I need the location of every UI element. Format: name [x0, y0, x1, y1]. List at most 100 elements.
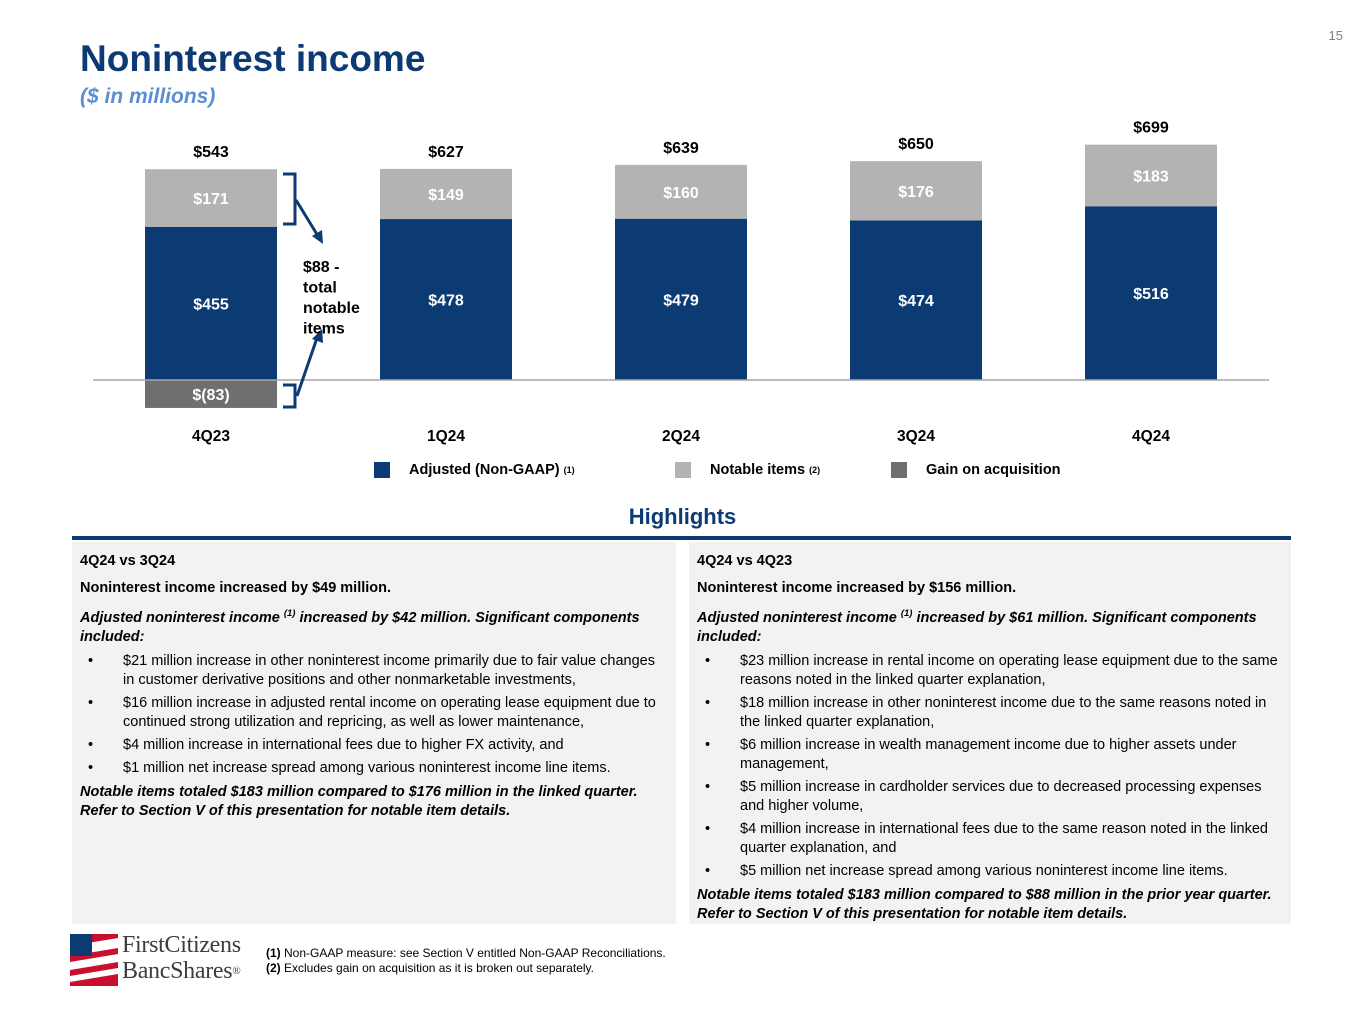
annotation-arrow-up-line — [294, 199, 320, 237]
panel-lead: Noninterest income increased by $49 mill… — [80, 580, 392, 596]
label-total-4Q23: $543 — [193, 144, 229, 161]
highlights-divider — [72, 536, 1291, 540]
label-notable-3Q24: $176 — [898, 184, 934, 201]
bar-notable-3Q24 — [850, 161, 982, 221]
label-total-4Q24: $699 — [1133, 120, 1169, 137]
footnotes: (1) Non-GAAP measure: see Section V enti… — [266, 946, 666, 976]
logo-line-2: BancShares® — [122, 958, 241, 984]
panel-bullet-list: • $23 million increase in rental income o… — [697, 652, 1281, 881]
annotation-line: items — [303, 321, 345, 338]
bullet-icon: • — [88, 759, 94, 776]
panel-adjusted-summary: Adjusted noninterest income (1) increase… — [697, 604, 1281, 647]
list-item-text: $18 million increase in other noninteres… — [740, 694, 1267, 730]
highlights-panel-yoy: 4Q24 vs 4Q23 Noninterest income increase… — [689, 542, 1291, 924]
logo-wordmark: FirstCitizens BancShares® — [122, 932, 241, 984]
adjusted-text-end: increased by $61 million. Significant co… — [697, 609, 1257, 645]
annotation-arrow-down-line — [295, 337, 319, 397]
bullet-icon: • — [705, 736, 711, 753]
bar-adjusted-4Q24 — [1085, 206, 1217, 380]
legend-sup-adjusted: (1) — [563, 465, 575, 475]
list-item-text: $23 million increase in rental income on… — [740, 652, 1278, 688]
adjusted-footnote-ref: (1) — [283, 608, 296, 619]
list-item: • $1 million net increase spread among va… — [80, 759, 666, 778]
panel-notable-summary: Notable items totaled $183 million compa… — [697, 886, 1272, 922]
label-total-3Q24: $650 — [898, 136, 934, 153]
list-item-text: $16 million increase in adjusted rental … — [123, 694, 656, 730]
list-item: • $4 million increase in international fe… — [697, 820, 1281, 858]
bar-gain-4Q23 — [145, 380, 277, 408]
list-item: • $5 million net increase spread among va… — [697, 862, 1281, 881]
legend-label-gain: Gain on acquisition — [926, 462, 1061, 478]
legend-sup-notable: (2) — [809, 465, 821, 475]
legend-swatch-notable — [675, 462, 691, 478]
bar-adjusted-3Q24 — [850, 220, 982, 380]
bar-notable-4Q24 — [1085, 144, 1217, 207]
logo-line-1: FirstCitizens — [122, 932, 241, 958]
list-item-text: $6 million increase in wealth management… — [740, 736, 1237, 772]
bullet-icon: • — [705, 778, 711, 795]
label-notable-1Q24: $149 — [428, 187, 464, 204]
list-item: • $6 million increase in wealth managemen… — [697, 736, 1281, 774]
flag-logo-icon — [70, 934, 118, 986]
panel-heading: 4Q24 vs 4Q23 — [697, 553, 793, 569]
x-tick-4Q24: 4Q24 — [1132, 428, 1170, 445]
company-logo: FirstCitizens BancShares® — [70, 930, 260, 986]
bar-adjusted-4Q23 — [145, 226, 277, 380]
footnote-2-text: Excludes gain on acquisition as it is br… — [284, 961, 594, 975]
label-adjusted-3Q24: $474 — [898, 293, 934, 310]
highlights-panel-qoq: 4Q24 vs 3Q24 Noninterest income increase… — [72, 542, 676, 924]
x-tick-3Q24: 3Q24 — [897, 428, 935, 445]
label-total-2Q24: $639 — [663, 140, 699, 157]
legend-label-adjusted: Adjusted (Non-GAAP) — [409, 462, 560, 478]
footnote-1: (1) Non-GAAP measure: see Section V enti… — [266, 946, 666, 961]
panel-lead: Noninterest income increased by $156 mil… — [697, 580, 1017, 596]
annotation-line: $88 - — [303, 259, 339, 276]
legend-item-adjusted: Adjusted (Non-GAAP) (1) — [374, 462, 575, 478]
bullet-icon: • — [705, 694, 711, 711]
label-adjusted-1Q24: $478 — [428, 293, 464, 310]
logo-registered-mark: ® — [232, 965, 241, 977]
x-tick-4Q23: 4Q23 — [192, 428, 230, 445]
legend-swatch-adjusted — [374, 462, 390, 478]
annotation-line: notable — [303, 300, 360, 317]
legend-swatch-gain — [891, 462, 907, 478]
legend-label-notable: Notable items — [710, 462, 806, 478]
panel-bullet-list: • $21 million increase in other nonintere… — [80, 652, 666, 778]
list-item-text: $4 million increase in international fee… — [740, 820, 1268, 856]
notable-bracket-upper — [283, 172, 297, 226]
legend-item-gain: Gain on acquisition — [891, 462, 1061, 478]
label-adjusted-2Q24: $479 — [663, 292, 699, 309]
label-notable-4Q23: $171 — [193, 191, 229, 208]
legend-item-notable: Notable items (2) — [675, 462, 820, 478]
panel-notable-summary: Notable items totaled $183 million compa… — [80, 783, 638, 819]
bullet-icon: • — [88, 652, 94, 669]
list-item: • $18 million increase in other nonintere… — [697, 694, 1281, 732]
annotation-arrow-down-head — [312, 329, 323, 343]
bar-notable-2Q24 — [615, 164, 747, 219]
gain-bracket-lower — [283, 383, 297, 409]
label-adjusted-4Q24: $516 — [1133, 286, 1169, 303]
adjusted-footnote-ref: (1) — [900, 608, 913, 619]
footnote-1-num: (1) — [266, 946, 281, 960]
bullet-icon: • — [88, 694, 94, 711]
list-item: • $23 million increase in rental income o… — [697, 652, 1281, 690]
list-item: • $21 million increase in other nonintere… — [80, 652, 666, 690]
footnote-2: (2) Excludes gain on acquisition as it i… — [266, 961, 666, 976]
bullet-icon: • — [705, 862, 711, 879]
panel-adjusted-summary: Adjusted noninterest income (1) increase… — [80, 604, 666, 647]
footnote-2-num: (2) — [266, 961, 281, 975]
panel-heading: 4Q24 vs 3Q24 — [80, 553, 176, 569]
annotation-arrow-up-head — [312, 230, 323, 244]
list-item-text: $4 million increase in international fee… — [123, 736, 564, 753]
page-title: Noninterest income — [80, 38, 426, 79]
list-item: • $5 million increase in cardholder servi… — [697, 778, 1281, 816]
adjusted-text-end: increased by $42 million. Significant co… — [80, 609, 640, 645]
list-item-text: $1 million net increase spread among var… — [123, 759, 611, 776]
bar-notable-4Q23 — [145, 169, 277, 227]
chart-legend: Adjusted (Non-GAAP) (1) Notable items (2… — [0, 460, 1365, 480]
x-tick-2Q24: 2Q24 — [662, 428, 700, 445]
label-gain-4Q23: $(83) — [192, 387, 229, 404]
adjusted-text-start: Adjusted noninterest income — [697, 609, 897, 626]
page-number: 15 — [1328, 28, 1343, 43]
bullet-icon: • — [705, 652, 711, 669]
